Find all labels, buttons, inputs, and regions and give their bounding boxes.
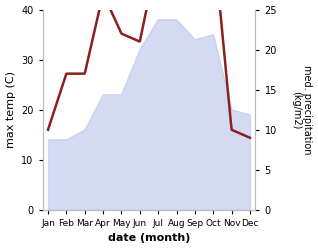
Y-axis label: max temp (C): max temp (C) [5,71,16,148]
Y-axis label: med. precipitation
(kg/m2): med. precipitation (kg/m2) [291,65,313,154]
X-axis label: date (month): date (month) [108,234,190,244]
